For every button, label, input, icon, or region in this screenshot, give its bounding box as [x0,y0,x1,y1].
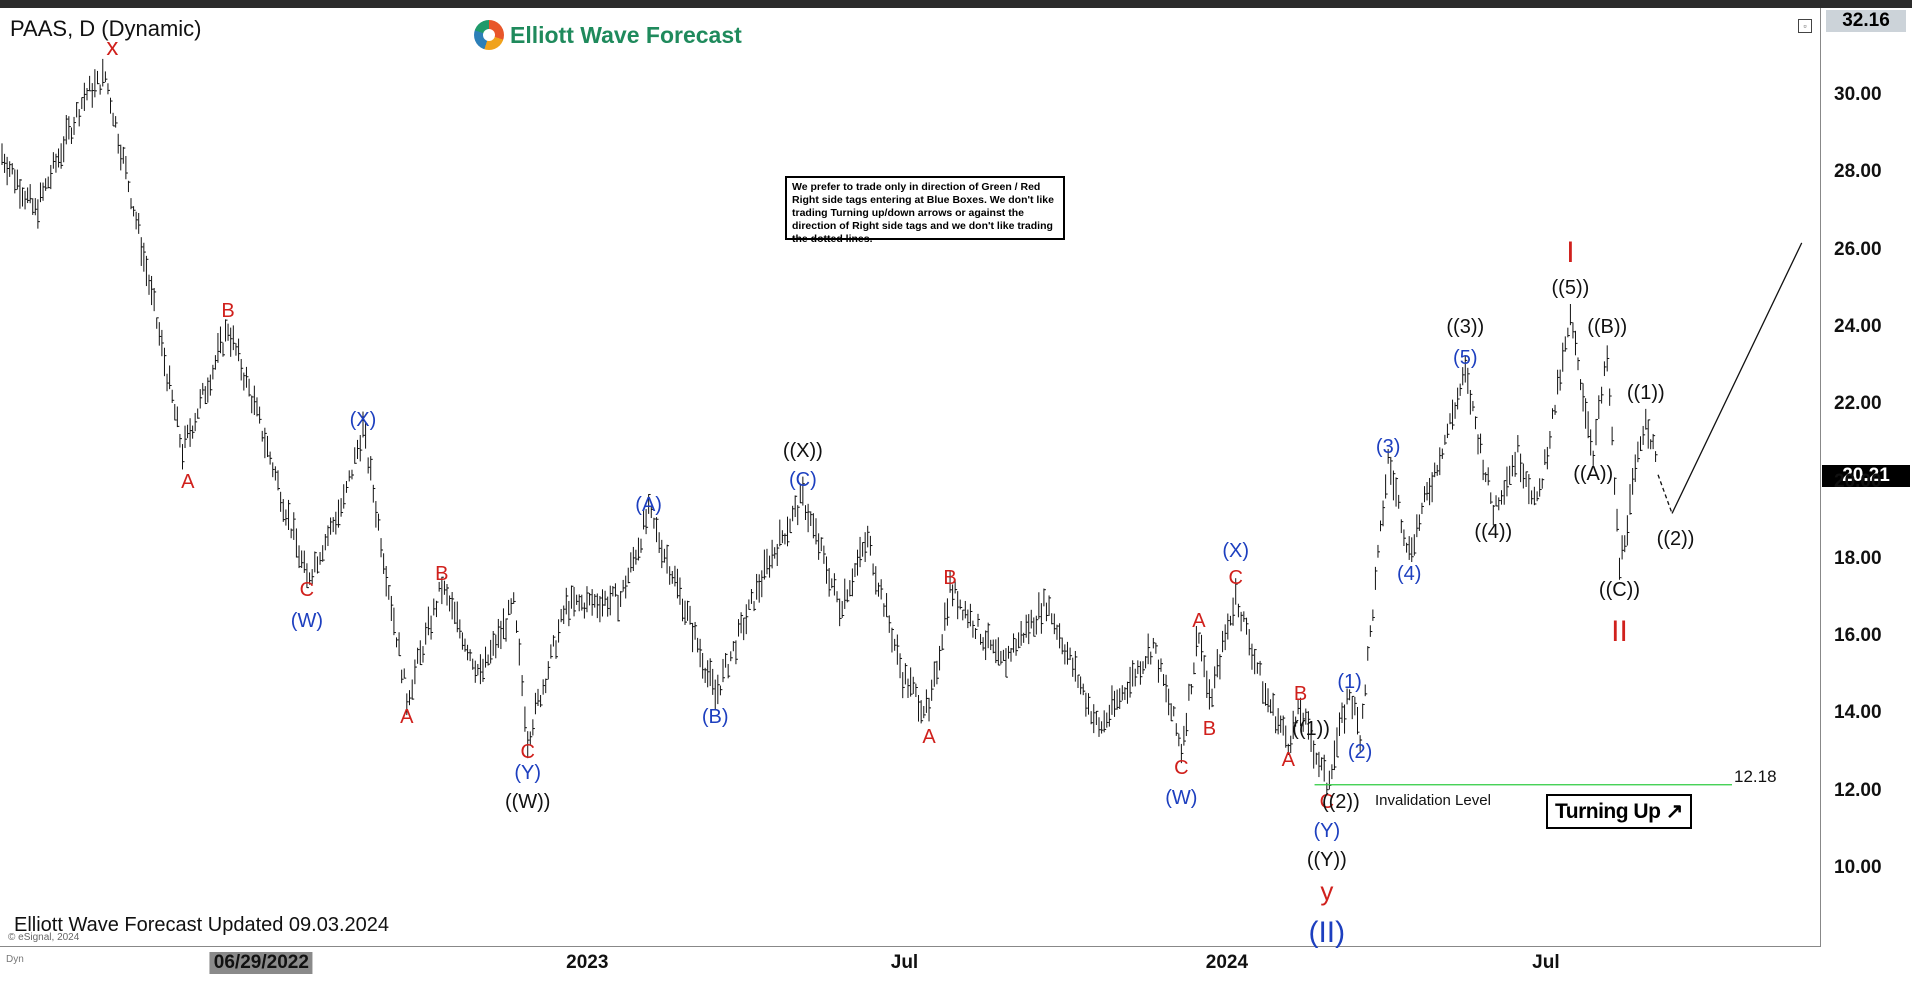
wave-label: (II) [1308,916,1346,950]
wave-label: A [1192,609,1206,632]
wave-label: (X) [1222,540,1250,563]
last-price-box: 20.21 [1822,465,1910,487]
wave-label: (1) [1337,671,1362,694]
wave-label: II [1611,614,1628,648]
x-tick-label: 06/29/2022 [209,952,313,974]
wave-label: (W) [1165,787,1198,810]
y-tick-label: 18.00 [1834,547,1882,569]
dyn-label: Dyn [6,954,24,965]
wave-label: (C) [788,468,817,491]
wave-label: (X) [349,408,377,431]
x-tick-label: 2023 [566,952,609,973]
wave-label: ((5)) [1551,277,1590,300]
elliott-wave-logo: Elliott Wave Forecast [474,20,742,50]
symbol-title: PAAS, D (Dynamic) [10,16,202,41]
updated-note: Elliott Wave Forecast Updated 09.03.2024 [14,914,390,936]
wave-label: B [435,563,449,586]
wave-label: (W) [290,609,324,632]
wave-label: A [1281,748,1295,771]
y-tick-label: 28.00 [1834,161,1882,183]
wave-label: ((A)) [1573,462,1614,485]
projection-line [1671,242,1803,514]
wave-label: (A) [635,493,662,516]
wave-label: B [1202,717,1217,740]
trading-notice-box: We prefer to trade only in direction of … [785,176,1065,245]
wave-label: ((C)) [1598,578,1641,601]
high-price-box: 32.16 [1826,10,1906,32]
wave-label: ((2)) [1321,791,1360,814]
x-tick-label: Jul [1532,952,1560,973]
y-tick-label: 20.00 [1834,470,1882,492]
x-tick-label: Jul [890,952,919,973]
window-restore-icon[interactable]: ▫ [1798,19,1812,33]
wave-label: C [1228,567,1243,590]
wave-label: y [1320,875,1334,906]
wave-label: A [400,706,414,729]
wave-label: ((B)) [1587,315,1628,338]
y-tick-label: 10.00 [1834,857,1882,878]
wave-label: (2) [1347,741,1373,764]
wave-label: ((1)) [1626,381,1665,404]
wave-label: ((3)) [1446,315,1485,338]
wave-label: (4) [1396,563,1422,586]
wave-label: (5) [1453,346,1478,369]
wave-label: ((X)) [782,439,823,462]
y-tick-label: 12.00 [1834,779,1882,801]
invalidation-label: Invalidation Level [1375,792,1491,809]
wave-label: ((Y)) [1306,849,1347,872]
wave-label: B [943,567,957,590]
projection-dotted-line [1657,474,1673,514]
wave-label: (Y) [514,762,542,785]
turning-up-badge: Turning Up ↗ [1546,794,1692,829]
y-tick-label: 14.00 [1834,702,1882,724]
wave-label: C [1174,756,1189,779]
wave-label: A [922,725,936,748]
wave-label: (3) [1375,435,1401,458]
turning-up-label: Turning Up [1555,800,1661,823]
invalidation-value: 12.18 [1734,767,1777,786]
wave-label: B [221,300,235,323]
ewf-logo-icon [474,20,504,50]
wave-label: B [1293,683,1308,706]
wave-label: (Y) [1313,820,1341,843]
wave-label: C [520,741,535,764]
plot-area[interactable] [0,8,1821,947]
logo-text: Elliott Wave Forecast [510,21,742,48]
wave-label: ((2)) [1656,528,1695,551]
wave-label: ((1)) [1292,717,1330,740]
copyright-note: © eSignal, 2024 [8,932,80,943]
projection-lines [1314,242,1803,786]
y-tick-label: 16.00 [1834,625,1882,647]
wave-label: C [1319,791,1335,814]
wave-label: I [1566,235,1575,269]
y-tick-label: 22.00 [1834,393,1882,415]
wave-label: ((4)) [1474,520,1513,543]
arrow-up-right-icon: ↗ [1665,800,1684,823]
y-tick-label: 26.00 [1834,238,1882,260]
window-top-bar [0,0,1912,8]
y-tick-label: 30.00 [1834,84,1882,105]
price-bars [1,58,1658,795]
trading-notice-text: We prefer to trade only in direction of … [792,181,1054,245]
x-tick-label: 2024 [1205,952,1249,973]
wave-label: A [181,470,195,493]
wave-label: C [299,578,315,601]
wave-label: ((W)) [504,791,551,814]
wave-label: (B) [701,706,729,729]
y-tick-label: 24.00 [1834,315,1882,337]
wave-label: x [106,34,119,62]
